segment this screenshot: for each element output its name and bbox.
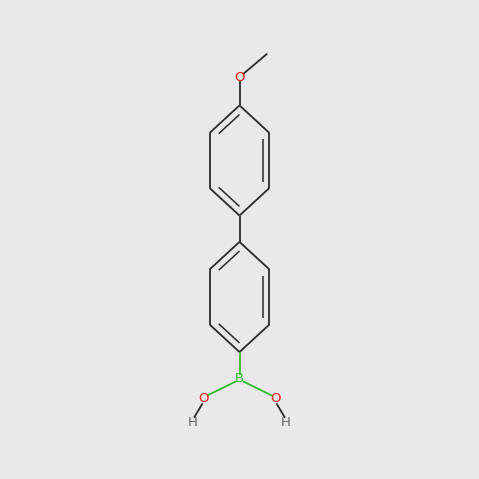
Text: H: H <box>188 416 198 429</box>
Text: O: O <box>270 392 281 405</box>
Text: H: H <box>281 416 291 429</box>
Text: B: B <box>235 372 244 385</box>
Text: O: O <box>198 392 209 405</box>
Text: O: O <box>234 71 245 84</box>
